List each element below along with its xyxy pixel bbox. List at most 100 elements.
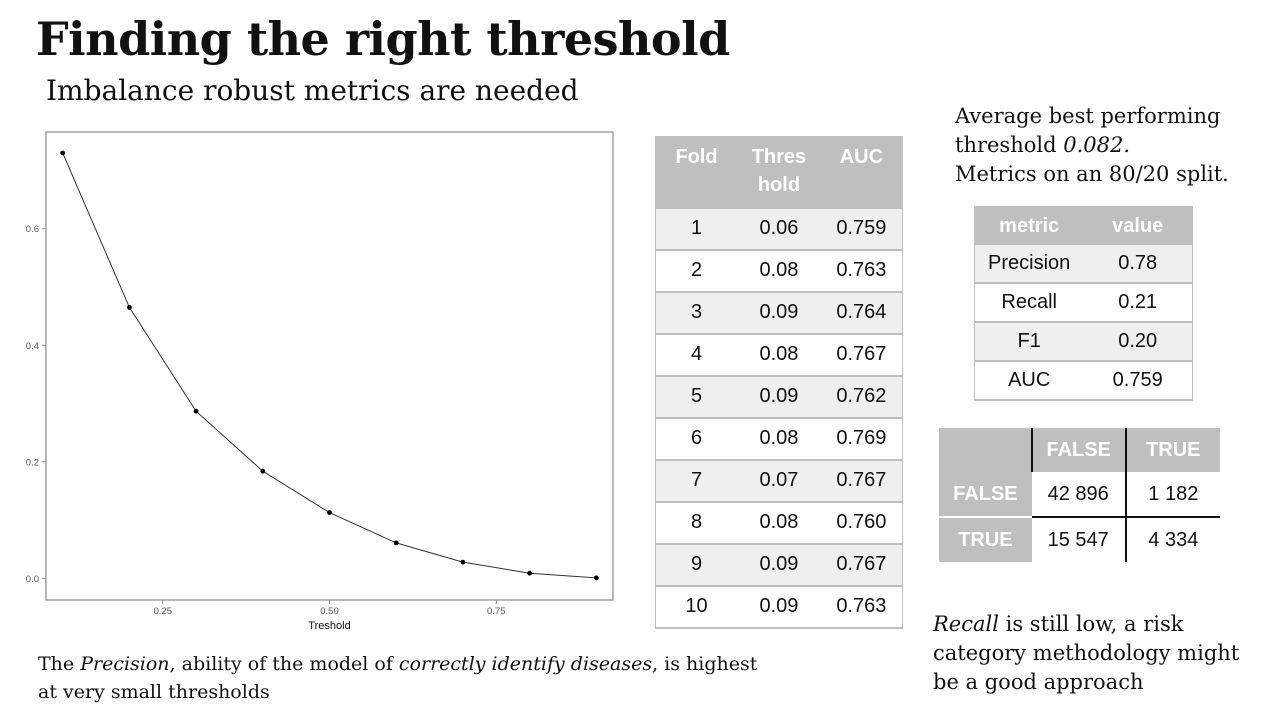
average-threshold-note: Average best performing threshold 0.082.… [955, 104, 1229, 186]
metric-name-cell: AUC [974, 361, 1084, 401]
header-value: value [1083, 206, 1193, 245]
metric-name-cell: Precision [974, 245, 1084, 284]
fold-cell: 2 [655, 249, 738, 293]
confusion-col-true: TRUE [1125, 428, 1220, 472]
x-axis-label: Treshold [308, 620, 350, 632]
auc-cell: 0.763 [820, 249, 903, 293]
metric-value-cell: 0.21 [1083, 283, 1193, 323]
header-threshold: Thres hold [737, 136, 821, 209]
confusion-col-false: FALSE [1031, 428, 1127, 472]
y-tick-label: 0.2 [26, 457, 39, 468]
confusion-row-false: FALSE 42 896 1 182 [939, 472, 1220, 518]
fold-cell: 6 [655, 417, 738, 461]
metrics-row: AUC 0.759 [974, 361, 1193, 401]
threshold-cell: 0.08 [737, 417, 821, 461]
folds-row: 8 0.08 0.760 [655, 501, 903, 545]
auc-cell: 0.767 [820, 333, 903, 377]
folds-row: 1 0.06 0.759 [655, 208, 903, 251]
threshold-cell: 0.09 [737, 375, 821, 419]
threshold-cell: 0.09 [737, 543, 821, 587]
data-point [460, 559, 466, 565]
fold-cell: 5 [655, 375, 738, 419]
auc-cell: 0.767 [820, 543, 903, 587]
fold-cell: 9 [655, 543, 738, 587]
threshold-cell: 0.06 [737, 208, 821, 251]
header-metric: metric [974, 206, 1084, 245]
threshold-cell: 0.08 [737, 501, 821, 545]
precision-threshold-chart: 0.0 0.2 0.4 0.6 0.25 0.50 0.75 Treshold [26, 131, 614, 632]
folds-header-row: Fold Thres hold AUC [655, 136, 903, 209]
folds-table: Fold Thres hold AUC 1 0.06 0.759 2 0.08 0.763 3… [655, 136, 903, 629]
confusion-cell: 15 547 [1031, 517, 1127, 562]
folds-row: 10 0.09 0.763 [655, 585, 903, 629]
threshold-cell: 0.07 [737, 459, 821, 503]
slide-subtitle: Imbalance robust metrics are needed [46, 74, 579, 107]
metric-value-cell: 0.78 [1083, 245, 1193, 284]
confusion-cell: 1 182 [1125, 472, 1220, 518]
folds-row: 7 0.07 0.767 [655, 459, 903, 503]
confusion-row-label: TRUE [939, 517, 1032, 562]
x-tick-label: 0.75 [487, 606, 506, 617]
threshold-cell: 0.09 [737, 291, 821, 335]
x-tick-label: 0.25 [153, 606, 172, 617]
slide-title: Finding the right threshold [36, 12, 730, 66]
x-tick-label: 0.50 [320, 606, 339, 617]
confusion-row-true: TRUE 15 547 4 334 [939, 517, 1220, 562]
folds-row: 5 0.09 0.762 [655, 375, 903, 419]
fold-cell: 1 [655, 208, 738, 251]
data-point [126, 305, 132, 310]
threshold-cell: 0.09 [737, 585, 821, 629]
fold-cell: 8 [655, 501, 738, 545]
data-point [527, 570, 533, 576]
confusion-cell: 4 334 [1125, 517, 1220, 562]
auc-cell: 0.763 [820, 585, 903, 629]
data-point [60, 150, 66, 156]
metrics-row: F1 0.20 [974, 322, 1193, 362]
fold-cell: 4 [655, 333, 738, 377]
series-precision [60, 150, 599, 581]
folds-row: 2 0.08 0.763 [655, 249, 903, 293]
data-point [327, 510, 332, 515]
folds-row: 3 0.09 0.764 [655, 291, 903, 335]
metric-name-cell: Recall [974, 283, 1084, 323]
auc-cell: 0.769 [820, 417, 903, 461]
auc-cell: 0.759 [820, 208, 903, 251]
y-axis: 0.0 0.2 0.4 0.6 [26, 224, 46, 585]
y-tick-label: 0.6 [26, 224, 39, 235]
confusion-matrix: FALSE TRUE FALSE 42 896 1 182 TRUE 15 54… [939, 428, 1220, 562]
precision-note: The Precision, ability of the model of c… [38, 653, 758, 703]
metrics-table: metric value Precision 0.78 Recall 0.21 F1 0.… [974, 206, 1193, 401]
metric-name-cell: F1 [974, 322, 1084, 362]
metric-value-cell: 0.20 [1083, 322, 1193, 362]
metrics-row: Recall 0.21 [974, 283, 1193, 323]
folds-row: 9 0.09 0.767 [655, 543, 903, 587]
data-point [193, 408, 199, 414]
metrics-row: Precision 0.78 [974, 245, 1193, 284]
auc-cell: 0.764 [820, 291, 903, 335]
fold-cell: 10 [655, 585, 738, 629]
header-auc: AUC [820, 136, 903, 209]
data-point [260, 468, 266, 474]
threshold-cell: 0.08 [737, 333, 821, 377]
threshold-cell: 0.08 [737, 249, 821, 293]
auc-cell: 0.760 [820, 501, 903, 545]
data-point [593, 575, 599, 581]
fold-cell: 3 [655, 291, 738, 335]
fold-cell: 7 [655, 459, 738, 503]
confusion-row-label: FALSE [939, 472, 1032, 518]
folds-row: 4 0.08 0.767 [655, 333, 903, 377]
auc-cell: 0.762 [820, 375, 903, 419]
plot-panel [45, 131, 614, 601]
header-fold: Fold [655, 136, 738, 209]
recall-note: Recall is still low, a risk category met… [933, 612, 1240, 694]
confusion-cell: 42 896 [1031, 472, 1127, 518]
data-point [393, 540, 399, 546]
y-tick-label: 0.0 [26, 574, 39, 585]
confusion-corner [939, 428, 1033, 472]
metric-value-cell: 0.759 [1083, 361, 1193, 401]
y-tick-label: 0.4 [26, 341, 39, 352]
folds-row: 6 0.08 0.769 [655, 417, 903, 461]
confusion-header-row: FALSE TRUE [939, 428, 1220, 472]
x-axis: 0.25 0.50 0.75 [153, 600, 506, 617]
auc-cell: 0.767 [820, 459, 903, 503]
